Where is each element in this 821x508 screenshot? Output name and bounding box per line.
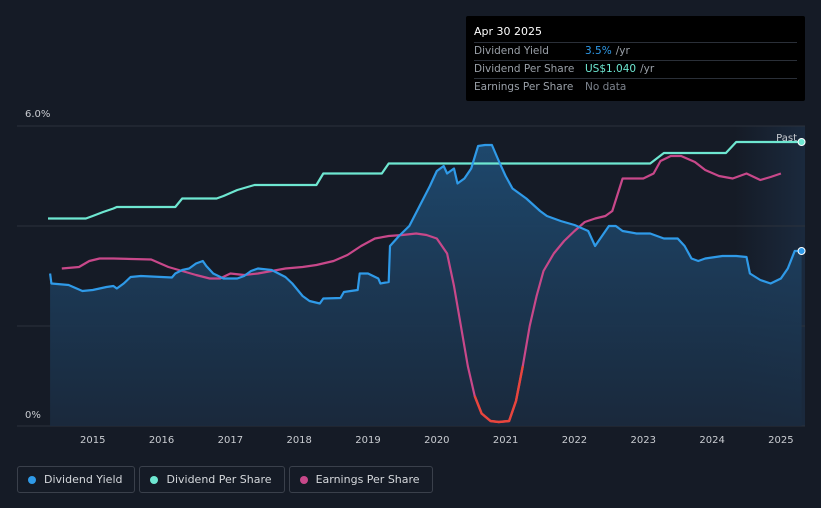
tooltip-panel: Apr 30 2025 Dividend Yield 3.5% /yr Divi… [466, 16, 805, 101]
x-tick-label: 2016 [149, 435, 174, 446]
chart-legend: Dividend Yield Dividend Per Share Earnin… [17, 466, 433, 493]
y-tick-label: 0% [25, 410, 41, 421]
x-tick-label: 2018 [286, 435, 311, 446]
x-tick-label: 2017 [218, 435, 243, 446]
dividend-yield-area [50, 145, 802, 426]
dividend-yield-end-point [797, 247, 806, 255]
tooltip-label: Earnings Per Share [474, 81, 574, 93]
x-tick-label: 2025 [768, 435, 793, 446]
tooltip-row-dividend-yield: Dividend Yield 3.5% /yr [474, 43, 797, 61]
tooltip-unit: /yr [615, 45, 630, 57]
tooltip-label: Dividend Per Share [474, 63, 575, 75]
legend-label: Dividend Yield [44, 473, 123, 486]
tooltip-row-earnings-per-share: Earnings Per Share No data [474, 79, 797, 96]
legend-item-earnings-per-share[interactable]: Earnings Per Share [288, 466, 433, 493]
dividend-per-share-end-point [797, 138, 806, 146]
legend-dot-icon [28, 475, 36, 484]
tooltip-value: 3.5% [585, 45, 612, 57]
x-tick-label: 2022 [562, 435, 587, 446]
past-label: Past [776, 133, 797, 144]
legend-item-dividend-per-share[interactable]: Dividend Per Share [139, 466, 285, 493]
legend-item-dividend-yield[interactable]: Dividend Yield [17, 466, 136, 493]
x-tick-label: 2020 [424, 435, 449, 446]
dividend-yield-line [49, 143, 802, 305]
y-tick-label: 6.0% [25, 109, 50, 120]
dividend-per-share-line [48, 140, 802, 220]
legend-label: Dividend Per Share [166, 473, 272, 486]
tooltip-unit: /yr [640, 63, 655, 75]
tooltip-value: No data [585, 81, 627, 93]
x-tick-label: 2023 [631, 435, 656, 446]
tooltip-date: Apr 30 2025 [474, 22, 797, 43]
x-tick-label: 2024 [699, 435, 724, 446]
legend-dot-icon [299, 475, 308, 484]
x-tick-label: 2015 [80, 435, 105, 446]
tooltip-row-dividend-per-share: Dividend Per Share US$1.040 /yr [474, 61, 797, 79]
tooltip-value: US$1.040 [585, 63, 637, 75]
x-tick-label: 2019 [355, 435, 380, 446]
earnings-per-share-low-segment [473, 365, 524, 424]
x-tick-label: 2021 [493, 435, 518, 446]
legend-label: Earnings Per Share [315, 473, 420, 486]
tooltip-label: Dividend Yield [474, 45, 549, 57]
legend-dot-icon [150, 475, 159, 484]
